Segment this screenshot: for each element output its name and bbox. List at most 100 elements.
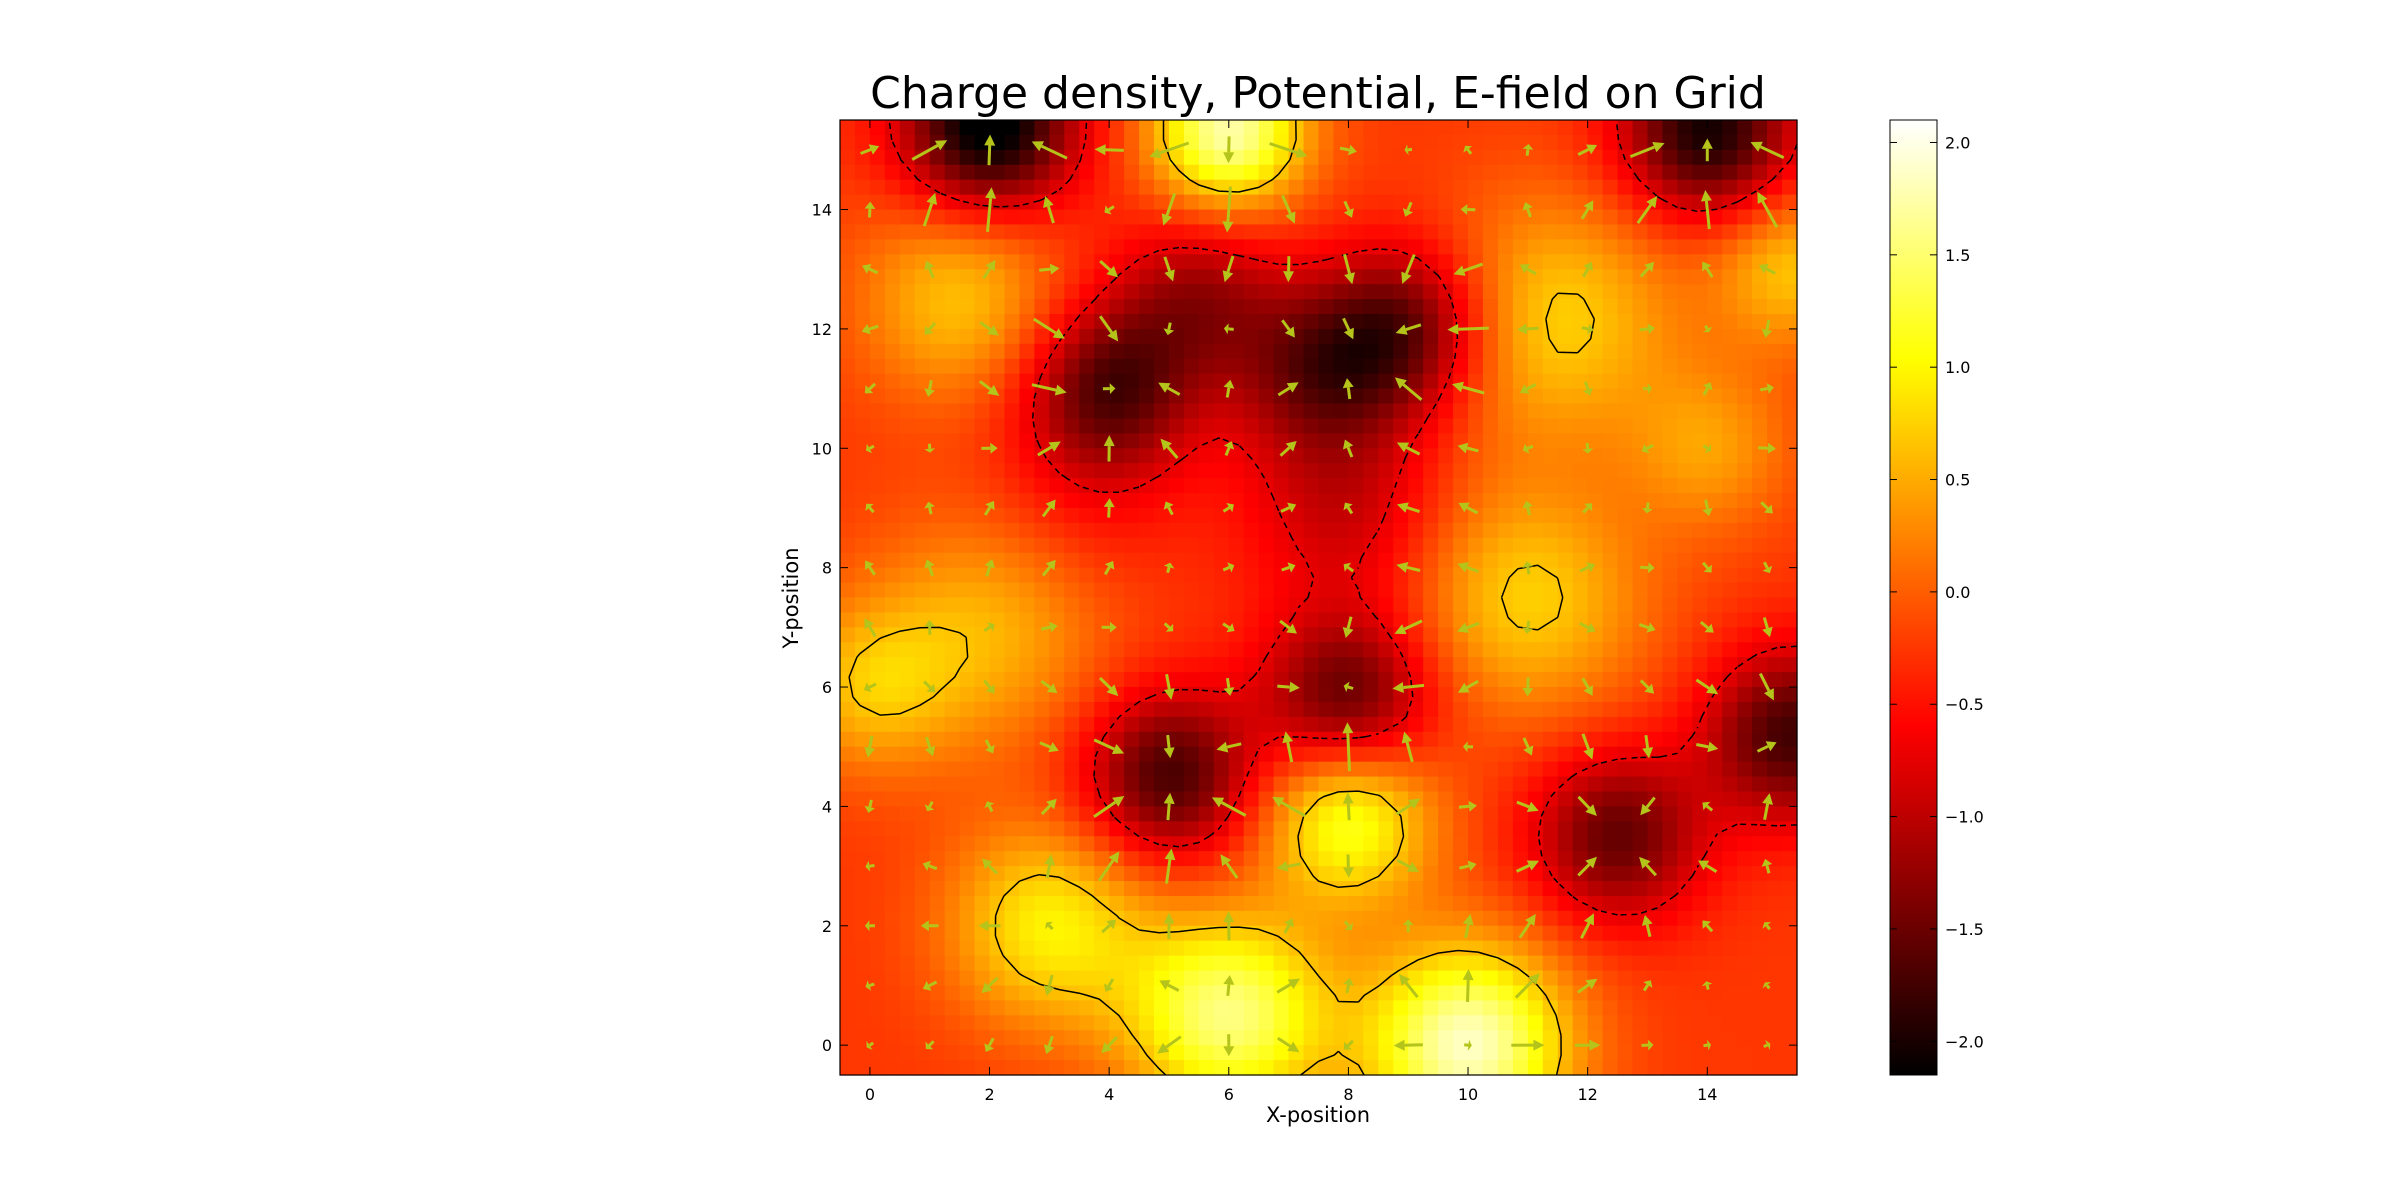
heatmap-cell <box>1707 433 1723 449</box>
heatmap-cell <box>1677 552 1693 569</box>
heatmap-cell <box>1722 672 1738 688</box>
heatmap-cell <box>974 1030 991 1046</box>
heatmap-cell <box>1587 463 1604 479</box>
heatmap-cell <box>1438 299 1454 315</box>
heatmap-cell <box>1557 328 1574 345</box>
heatmap-cell <box>884 254 901 270</box>
heatmap-cell <box>1243 1030 1260 1046</box>
heatmap-cell <box>1303 149 1320 166</box>
heatmap-cell <box>1617 821 1634 837</box>
heatmap-cell <box>1333 463 1349 479</box>
heatmap-cell <box>1034 433 1050 449</box>
heatmap-cell <box>869 358 886 375</box>
arrow-head <box>1523 745 1534 756</box>
heatmap-cell <box>1004 209 1021 226</box>
heatmap-cell <box>1004 910 1021 927</box>
heatmap-cell <box>1064 657 1080 673</box>
heatmap-cell <box>1453 985 1469 1001</box>
heatmap-cell <box>1557 627 1574 643</box>
heatmap-cell <box>989 463 1006 479</box>
efield-arrow <box>1211 797 1247 817</box>
heatmap-cell <box>1034 179 1050 196</box>
heatmap-cell <box>1318 731 1335 748</box>
arrow-head <box>1522 561 1534 568</box>
heatmap-cell <box>1378 433 1394 449</box>
heatmap-cell <box>1363 716 1379 733</box>
heatmap-cell <box>1602 1000 1619 1016</box>
heatmap-cell <box>1124 299 1140 315</box>
heatmap-cell <box>1079 433 1095 449</box>
heatmap-cell <box>884 672 901 688</box>
heatmap-cell <box>1737 224 1753 240</box>
efield-arrow <box>1762 793 1773 820</box>
heatmap-cell <box>1034 537 1050 554</box>
heatmap-cell <box>989 955 1006 972</box>
heatmap-cell <box>1468 657 1484 673</box>
heatmap-cell <box>1602 403 1619 420</box>
heatmap-cell <box>1228 239 1245 255</box>
arrow-shaft <box>1525 149 1530 156</box>
heatmap-cell <box>1677 478 1693 494</box>
heatmap-cell <box>1542 209 1559 226</box>
heatmap-cell <box>854 866 871 882</box>
heatmap-cell <box>1243 672 1260 688</box>
heatmap-cell <box>1079 224 1095 240</box>
heatmap-cell <box>840 418 856 434</box>
efield-arrow <box>1093 738 1125 754</box>
heatmap-cell <box>899 1060 916 1076</box>
arrow-head <box>1757 191 1768 204</box>
heatmap-cell <box>1124 418 1140 434</box>
heatmap-cell <box>1258 657 1275 673</box>
heatmap-cell <box>1468 537 1484 554</box>
efield-arrow <box>922 192 937 227</box>
heatmap-cell <box>1228 851 1245 867</box>
heatmap-cell <box>1677 1045 1693 1061</box>
heatmap-cell <box>1587 418 1604 434</box>
efield-arrow <box>1104 978 1115 992</box>
arrow-shaft <box>868 566 876 576</box>
heatmap-cell <box>914 493 931 509</box>
heatmap-cell <box>914 955 931 972</box>
heatmap-cell <box>1258 940 1275 957</box>
heatmap-cell <box>1602 493 1619 509</box>
heatmap-cell <box>929 672 946 688</box>
heatmap-cell <box>1019 433 1035 449</box>
arrow-head <box>1285 441 1297 452</box>
heatmap-cell <box>1094 209 1110 226</box>
efield-arrow <box>1517 323 1539 335</box>
heatmap-cell <box>1677 134 1693 151</box>
arrow-shaft <box>1406 565 1421 572</box>
arrow-head <box>1762 981 1772 989</box>
heatmap-cell <box>1512 418 1529 434</box>
heatmap-cell <box>1393 597 1409 614</box>
heatmap-cell <box>1497 776 1514 793</box>
heatmap-cell <box>1243 209 1260 226</box>
heatmap-cell <box>1468 433 1484 449</box>
arrow-head <box>984 559 995 569</box>
heatmap-cell <box>1154 731 1170 748</box>
y-tick-label: 10 <box>812 439 832 458</box>
heatmap-cell <box>1662 284 1678 300</box>
heatmap-cell <box>1632 284 1649 300</box>
heatmap-cell <box>1049 627 1065 643</box>
heatmap-cell <box>1303 955 1320 972</box>
heatmap-cell <box>1228 910 1245 927</box>
heatmap-cell <box>1482 806 1499 822</box>
arrow-head <box>1344 272 1355 285</box>
heatmap-cell <box>944 448 961 464</box>
heatmap-cell <box>1094 328 1110 345</box>
heatmap-cell <box>1662 866 1678 882</box>
heatmap-cell <box>1423 120 1439 136</box>
efield-arrow <box>864 735 876 758</box>
heatmap-cell <box>1348 851 1364 867</box>
heatmap-cell <box>1662 373 1678 390</box>
arrow-head <box>985 187 997 199</box>
heatmap-cell <box>1423 672 1439 688</box>
heatmap-cell <box>944 881 961 897</box>
heatmap-cell <box>884 552 901 569</box>
heatmap-cell <box>1782 985 1798 1001</box>
heatmap-cell <box>840 761 856 778</box>
heatmap-cell <box>1782 716 1798 733</box>
arrow-head <box>1698 860 1710 871</box>
heatmap-cell <box>1662 448 1678 464</box>
